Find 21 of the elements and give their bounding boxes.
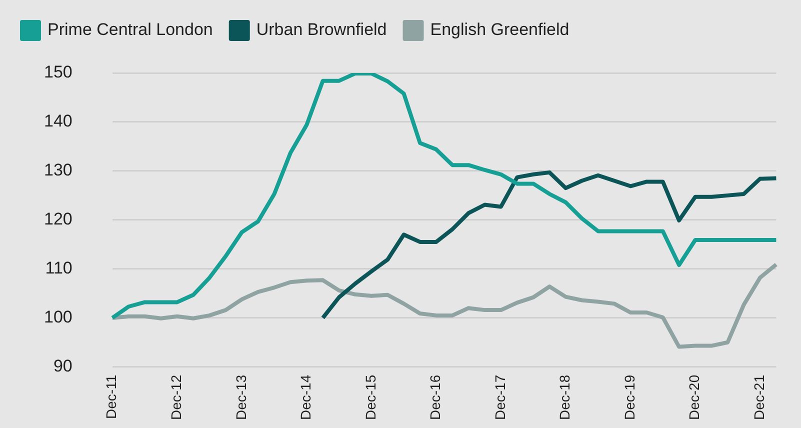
y-tick-label: 90 <box>53 356 72 376</box>
x-tick-label: Dec-18 <box>556 374 573 420</box>
x-tick-label: Dec-12 <box>168 374 184 420</box>
y-tick-label: 110 <box>45 258 72 278</box>
legend-label: Urban Brownfield <box>256 20 387 40</box>
y-tick-label: 120 <box>44 210 72 229</box>
y-tick-label: 150 <box>44 62 72 82</box>
x-tick-label: Dec-20 <box>686 374 702 420</box>
x-tick-label: Dec-11 <box>103 374 120 419</box>
x-tick-label: Dec-14 <box>298 374 314 420</box>
legend-label: English Greenfield <box>430 20 570 40</box>
x-tick-label: Dec-19 <box>621 374 638 420</box>
x-tick-label: Dec-17 <box>492 374 508 420</box>
y-tick-label: 140 <box>44 112 72 131</box>
x-tick-label: Dec-15 <box>362 374 378 420</box>
legend-label: Prime Central London <box>48 20 213 40</box>
x-tick-label: Dec-16 <box>427 374 444 420</box>
y-tick-label: 130 <box>44 160 72 180</box>
x-tick-label: Dec-13 <box>232 374 249 420</box>
y-tick-label: 100 <box>44 308 72 327</box>
x-tick-label: Dec-21 <box>750 374 767 420</box>
